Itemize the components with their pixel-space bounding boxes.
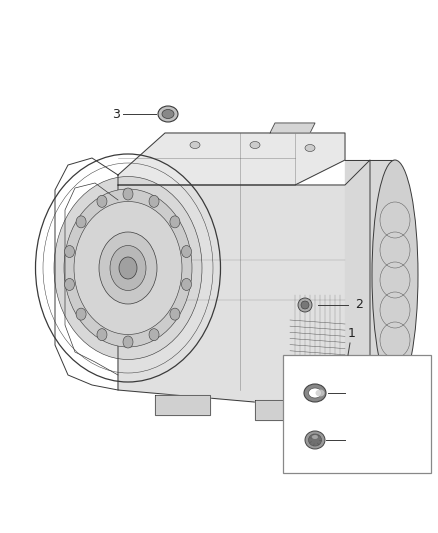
Ellipse shape [76, 216, 86, 228]
Ellipse shape [123, 336, 133, 348]
Text: 3: 3 [112, 108, 120, 120]
Ellipse shape [305, 144, 315, 151]
Text: 1: 1 [348, 327, 356, 340]
Ellipse shape [304, 384, 326, 402]
Ellipse shape [315, 390, 325, 397]
Ellipse shape [312, 435, 318, 439]
Ellipse shape [372, 160, 418, 390]
Ellipse shape [170, 216, 180, 228]
Ellipse shape [181, 246, 191, 257]
Text: 2: 2 [348, 433, 356, 447]
Polygon shape [345, 160, 395, 390]
Ellipse shape [110, 246, 146, 290]
Ellipse shape [149, 329, 159, 341]
Polygon shape [118, 133, 345, 185]
Ellipse shape [308, 388, 321, 398]
Ellipse shape [190, 141, 200, 149]
Ellipse shape [64, 246, 74, 257]
Polygon shape [255, 400, 340, 420]
Ellipse shape [250, 141, 260, 149]
Polygon shape [270, 123, 315, 133]
Ellipse shape [97, 329, 107, 341]
Ellipse shape [158, 106, 178, 122]
Ellipse shape [64, 189, 192, 347]
Polygon shape [155, 395, 210, 415]
Text: 3: 3 [348, 386, 356, 400]
Ellipse shape [99, 232, 157, 304]
Ellipse shape [308, 434, 321, 446]
Ellipse shape [149, 195, 159, 207]
Ellipse shape [74, 201, 182, 335]
Ellipse shape [97, 195, 107, 207]
Polygon shape [118, 160, 370, 410]
Ellipse shape [76, 308, 86, 320]
Ellipse shape [123, 188, 133, 200]
Bar [283, 355, 431, 473]
Ellipse shape [181, 278, 191, 290]
Ellipse shape [301, 301, 309, 309]
Ellipse shape [298, 298, 312, 312]
Text: 2: 2 [355, 298, 363, 311]
Ellipse shape [54, 176, 202, 359]
Ellipse shape [162, 109, 174, 118]
Ellipse shape [119, 257, 137, 279]
Ellipse shape [64, 278, 74, 290]
Ellipse shape [170, 308, 180, 320]
Ellipse shape [305, 431, 325, 449]
